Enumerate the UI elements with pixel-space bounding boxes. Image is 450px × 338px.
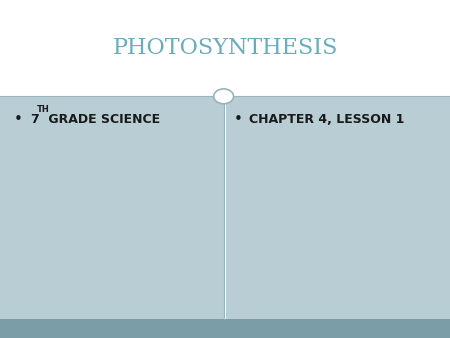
- Text: 7: 7: [31, 114, 39, 126]
- FancyBboxPatch shape: [0, 96, 224, 319]
- Text: •: •: [234, 113, 243, 127]
- Text: •: •: [14, 113, 22, 127]
- Circle shape: [214, 89, 234, 104]
- Text: CHAPTER 4, LESSON 1: CHAPTER 4, LESSON 1: [249, 114, 404, 126]
- FancyBboxPatch shape: [0, 319, 450, 338]
- Text: PHOTOSYNTHESIS: PHOTOSYNTHESIS: [112, 37, 338, 59]
- FancyBboxPatch shape: [226, 96, 450, 319]
- FancyBboxPatch shape: [0, 0, 450, 96]
- Text: TH: TH: [37, 105, 50, 114]
- Text: GRADE SCIENCE: GRADE SCIENCE: [44, 114, 160, 126]
